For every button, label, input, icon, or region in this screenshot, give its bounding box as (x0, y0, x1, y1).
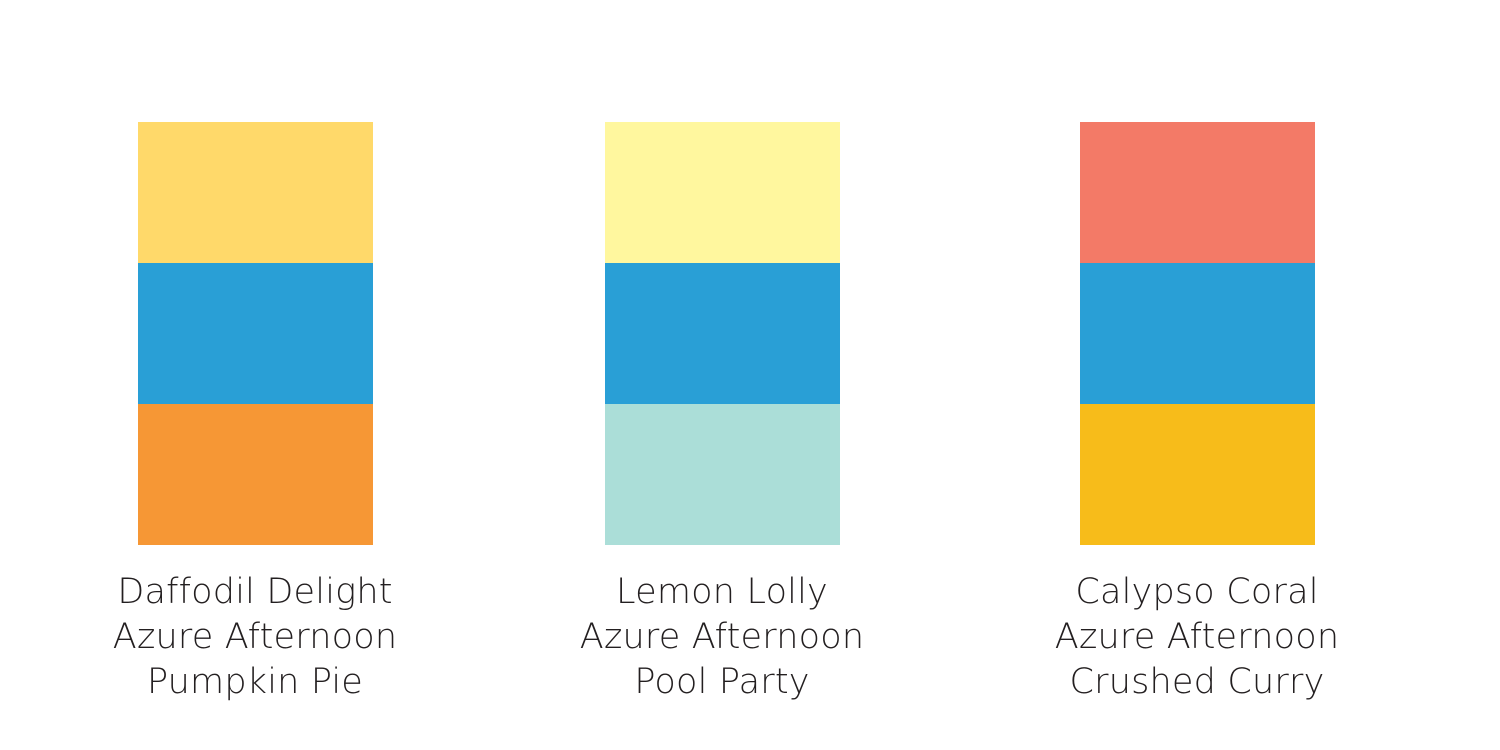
color-name: Calypso Coral (1075, 572, 1319, 612)
swatch-calypso-coral (1080, 122, 1315, 263)
palette-2-caption: Lemon Lolly Azure Afternoon Pool Party (522, 570, 922, 705)
color-name: Lemon Lolly (616, 572, 828, 612)
swatch-crushed-curry (1080, 404, 1315, 545)
palette-3-caption: Calypso Coral Azure Afternoon Crushed Cu… (997, 570, 1397, 705)
color-name: Pool Party (634, 662, 810, 702)
palette-3 (1080, 122, 1315, 545)
swatch-azure-afternoon (138, 263, 373, 404)
color-name: Azure Afternoon (579, 617, 865, 657)
palette-1-caption: Daffodil Delight Azure Afternoon Pumpkin… (55, 570, 455, 705)
swatch-pumpkin-pie (138, 404, 373, 545)
swatch-azure-afternoon (605, 263, 840, 404)
swatch-pool-party (605, 404, 840, 545)
color-name: Daffodil Delight (117, 572, 393, 612)
swatch-lemon-lolly (605, 122, 840, 263)
swatch-daffodil-delight (138, 122, 373, 263)
color-name: Pumpkin Pie (146, 662, 364, 702)
color-name: Crushed Curry (1069, 662, 1325, 702)
color-name: Azure Afternoon (1054, 617, 1340, 657)
palette-2 (605, 122, 840, 545)
color-name: Azure Afternoon (112, 617, 398, 657)
palette-1 (138, 122, 373, 545)
swatch-azure-afternoon (1080, 263, 1315, 404)
